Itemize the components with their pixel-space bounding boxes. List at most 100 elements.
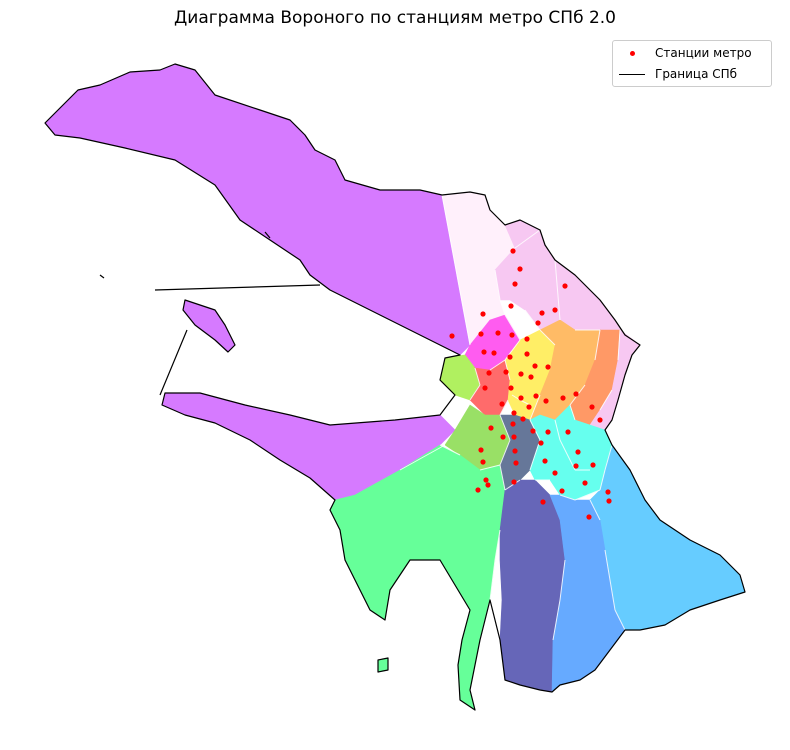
border-line <box>159 329 188 396</box>
station-marker <box>532 363 538 369</box>
cell-edge <box>529 394 541 421</box>
station-marker <box>562 283 568 289</box>
station-marker <box>545 364 551 370</box>
cell-edge <box>494 529 501 561</box>
cell-edge <box>479 464 501 471</box>
station-marker <box>582 480 588 486</box>
station-marker <box>518 371 524 377</box>
station-marker <box>543 398 549 404</box>
cell-edge <box>559 439 576 471</box>
voronoi-regions <box>44 63 746 711</box>
cell-edge <box>559 494 576 501</box>
station-marker <box>485 482 491 488</box>
station-marker <box>605 489 611 495</box>
cell-edge <box>504 479 521 491</box>
station-marker <box>482 385 488 391</box>
cell-edge <box>552 599 561 641</box>
station-marker <box>524 351 530 357</box>
cell-edge <box>529 439 541 471</box>
cell-edge <box>617 329 621 361</box>
station-marker <box>606 498 612 504</box>
station-marker <box>480 459 486 465</box>
station-marker <box>539 310 545 316</box>
cell-edge <box>499 464 506 491</box>
station-marker <box>552 307 558 313</box>
cell-edge <box>499 299 506 316</box>
cell-edge <box>489 359 506 371</box>
legend-label-border: Граница СПб <box>655 67 738 81</box>
station-marker <box>488 425 494 431</box>
station-marker <box>526 404 532 410</box>
border-line <box>182 299 236 353</box>
cell-edge <box>489 559 496 601</box>
station-marker <box>475 487 481 493</box>
cell-edge <box>539 329 556 346</box>
cell-edge <box>554 259 561 321</box>
cell-edge <box>499 439 511 466</box>
cell-edge <box>511 394 521 401</box>
border-line <box>154 284 321 291</box>
station-marker <box>575 449 581 455</box>
border-line <box>377 657 389 673</box>
station-marker <box>540 499 546 505</box>
station-marker <box>510 248 516 254</box>
station-marker <box>507 354 513 360</box>
station-marker <box>478 447 484 453</box>
station-marker <box>517 266 523 272</box>
station-marker <box>542 458 548 464</box>
cell-edge <box>559 559 566 601</box>
cell-edge <box>569 404 576 421</box>
station-marker <box>508 385 514 391</box>
cell-edge <box>494 269 501 301</box>
border-line <box>264 231 271 239</box>
cell-edge <box>439 444 461 456</box>
cell-edge <box>474 367 481 386</box>
station-marker <box>491 350 497 356</box>
station-marker <box>528 374 534 380</box>
cell-edge <box>609 579 616 611</box>
station-marker <box>512 281 518 287</box>
cell-edge <box>399 444 446 471</box>
cell-edge <box>599 469 606 491</box>
station-marker <box>499 401 505 407</box>
station-marker <box>524 336 530 342</box>
cell-edge <box>604 444 613 471</box>
station-marker <box>480 311 486 317</box>
station-marker <box>520 416 526 422</box>
station-marker <box>586 514 592 520</box>
map-title: Диаграмма Вороного по станциям метро СПб… <box>174 8 616 28</box>
station-marker <box>486 370 492 376</box>
cell-edge <box>614 609 626 631</box>
cell-edge <box>604 549 611 581</box>
station-marker <box>511 434 517 440</box>
station-marker <box>565 429 571 435</box>
cell-edge <box>499 399 509 416</box>
station-marker <box>560 395 566 401</box>
voronoi-cell-edges <box>399 194 626 641</box>
station-marker <box>533 393 539 399</box>
cell-edge <box>554 419 561 441</box>
station-marker <box>518 395 524 401</box>
legend-item-border: Граница СПб <box>619 65 737 83</box>
border-line-icon <box>619 65 645 83</box>
station-marker <box>478 331 484 337</box>
station-marker <box>559 488 565 494</box>
cell-edge <box>514 229 541 249</box>
border-line <box>44 63 746 711</box>
station-marker <box>538 440 544 446</box>
city-border <box>44 63 746 711</box>
cell-edge <box>499 414 511 441</box>
station-marker <box>511 479 517 485</box>
station-marker <box>503 369 509 375</box>
station-marker <box>530 428 536 434</box>
legend-label-stations: Станции метро <box>655 46 752 60</box>
station-marker <box>597 417 603 423</box>
metro-stations <box>449 248 612 520</box>
cell-edge <box>504 314 521 341</box>
station-marker <box>535 320 541 326</box>
station-marker <box>590 462 596 468</box>
cell-edge <box>594 329 601 361</box>
station-marker <box>552 470 558 476</box>
station-marker <box>573 391 579 397</box>
